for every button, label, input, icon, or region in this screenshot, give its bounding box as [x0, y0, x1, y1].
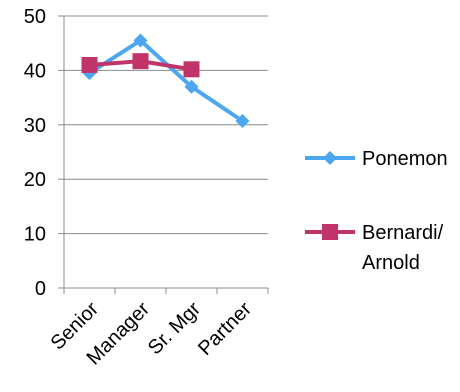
y-tick-label: 20 — [24, 169, 46, 191]
y-tick-label: 10 — [24, 224, 46, 246]
data-point-diamond — [235, 113, 250, 128]
x-tick-label: Sr. Mgr — [144, 298, 205, 359]
y-tick-label: 50 — [24, 6, 46, 28]
y-tick-label: 40 — [24, 60, 46, 82]
data-point-diamond — [133, 33, 148, 48]
legend-marker-diamond — [323, 151, 337, 165]
y-tick-label: 30 — [24, 115, 46, 137]
data-point-square — [132, 53, 149, 70]
legend-label: Ponemon — [362, 148, 448, 170]
data-point-square — [183, 61, 200, 78]
series-line — [88, 38, 244, 123]
legend-label: Bernardi/Arnold — [362, 222, 444, 274]
legend-marker-square — [322, 224, 338, 240]
data-point-square — [81, 56, 98, 73]
data-point-diamond — [184, 79, 199, 94]
y-tick-label: 0 — [35, 278, 46, 300]
x-tick-label: Partner — [194, 298, 256, 360]
